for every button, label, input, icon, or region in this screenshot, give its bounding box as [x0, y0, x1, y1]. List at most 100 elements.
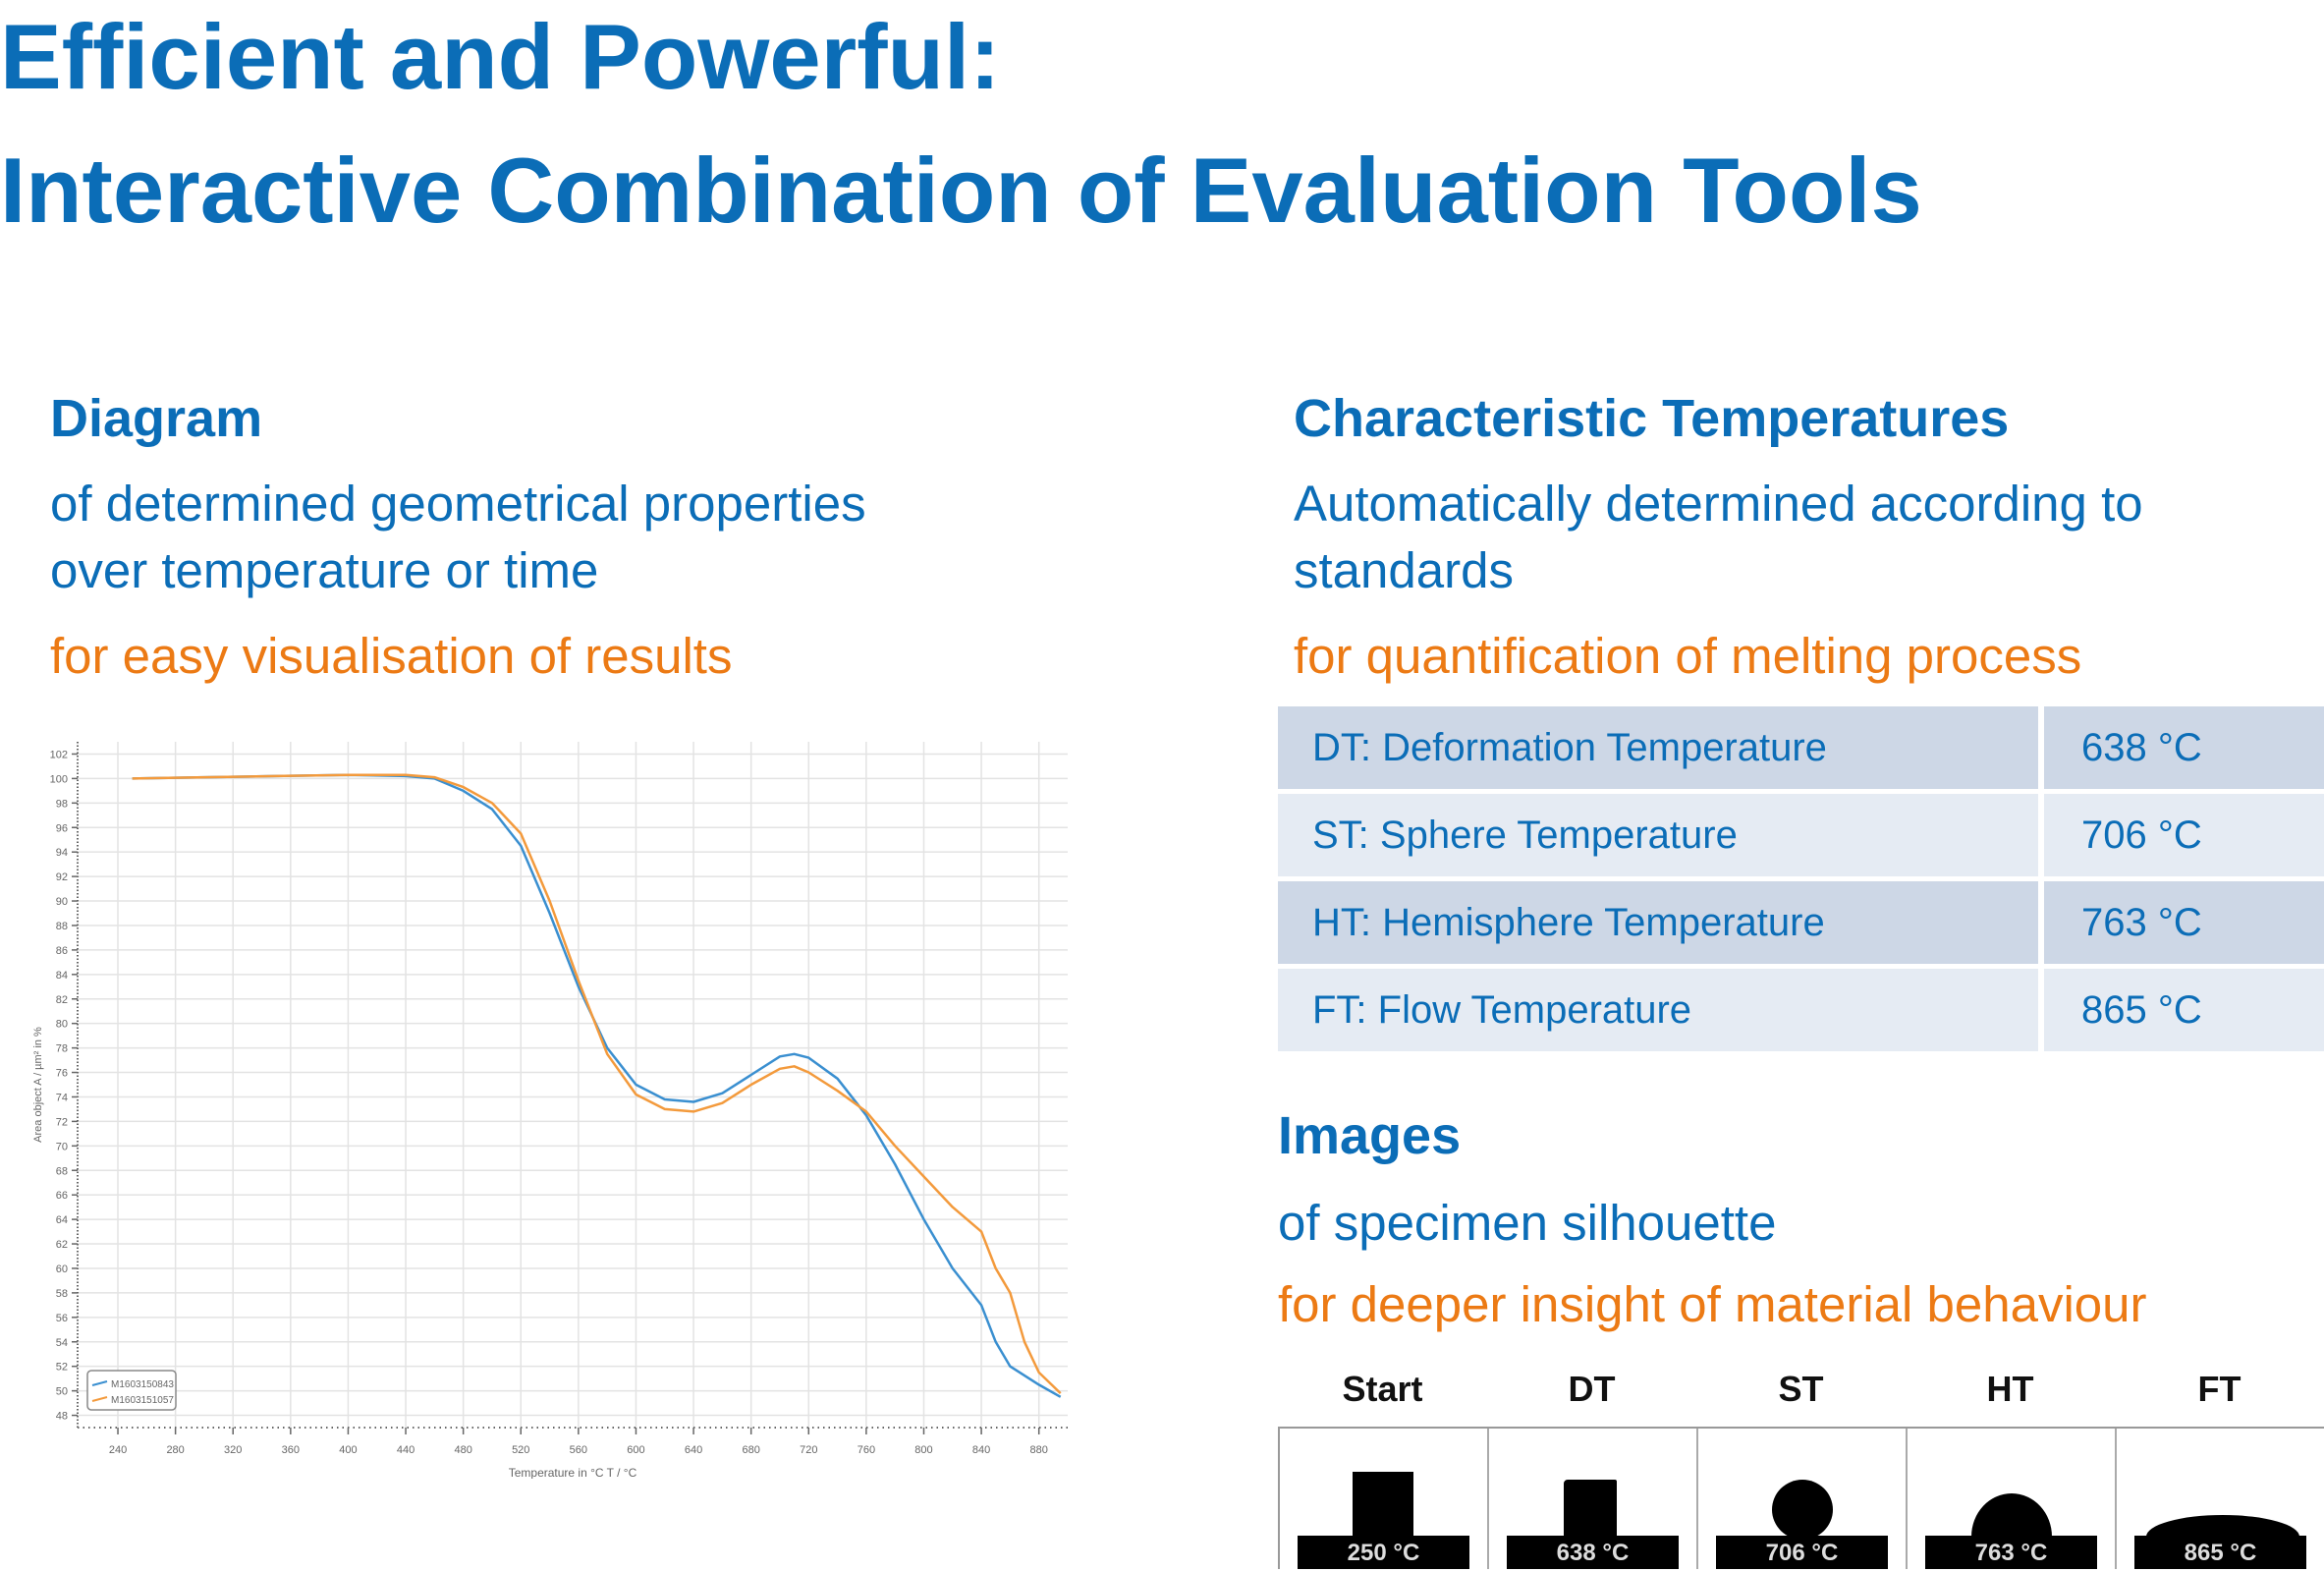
x-tick-label: 600 — [627, 1444, 644, 1456]
deformed-cylinder-shape — [1564, 1480, 1617, 1537]
y-tick-label: 52 — [56, 1362, 68, 1374]
diagram-desc-1: of determined geometrical properties — [50, 476, 866, 532]
row-value: 638 °C — [2044, 706, 2324, 789]
legend-label: M1603151057 — [111, 1395, 174, 1406]
row-label: DT: Deformation Temperature — [1278, 706, 2044, 789]
x-tick-label: 800 — [914, 1444, 932, 1456]
y-tick-label: 68 — [56, 1165, 68, 1177]
image-label-ht: HT — [1986, 1369, 2034, 1409]
shrinkage-diagram: 102 100 98 96 94 92 90 88 86 84 82 80 78 76 74 72 70 68 66… — [32, 742, 1068, 1479]
y-tick-label: 88 — [56, 921, 68, 932]
x-tick-label: 880 — [1030, 1444, 1048, 1456]
silhouette-ft: 865 °C — [2117, 1429, 2324, 1569]
images-heading: Images — [1278, 1106, 1462, 1165]
x-tick-label: 640 — [685, 1444, 702, 1456]
legend-label: M1603150843 — [111, 1379, 174, 1390]
row-value: 763 °C — [2044, 881, 2324, 964]
hemisphere-shape — [1971, 1493, 2052, 1537]
char-temp-benefit: for quantification of melting process — [1294, 628, 2082, 684]
legend-swatch — [91, 1380, 108, 1386]
silhouette-dt: 638 °C — [1489, 1429, 1698, 1569]
y-tick-label: 84 — [56, 970, 68, 982]
y-tick-label: 74 — [56, 1092, 68, 1103]
y-tick-label: 94 — [56, 847, 68, 859]
y-tick-label: 58 — [56, 1288, 68, 1300]
y-tick-label: 60 — [56, 1263, 68, 1275]
y-tick-label: 98 — [56, 798, 68, 810]
char-temp-desc-1: Automatically determined according to — [1294, 476, 2143, 532]
silhouette-start: 250 °C — [1280, 1429, 1489, 1569]
y-tick-label: 62 — [56, 1239, 68, 1251]
silhouette-temp: 706 °C — [1716, 1536, 1888, 1569]
title-line-1: Efficient and Powerful: — [0, 5, 1001, 108]
y-tick-label: 92 — [56, 871, 68, 883]
image-label-st: ST — [1778, 1369, 1824, 1409]
row-value: 865 °C — [2044, 969, 2324, 1051]
char-temp-desc-2: standards — [1294, 542, 1514, 598]
diagram-desc-2: over temperature or time — [50, 542, 599, 598]
silhouette-temp: 250 °C — [1298, 1536, 1469, 1569]
y-axis-label: Area object A / µm² in % — [32, 1027, 44, 1143]
row-label: ST: Sphere Temperature — [1278, 794, 2044, 876]
x-tick-label: 560 — [570, 1444, 587, 1456]
y-tick-label: 96 — [56, 822, 68, 834]
legend-swatch — [91, 1396, 108, 1402]
y-tick-label: 56 — [56, 1313, 68, 1324]
y-tick-label: 78 — [56, 1043, 68, 1055]
diagram-benefit: for easy visualisation of results — [50, 628, 733, 684]
silhouette-ht: 763 °C — [1908, 1429, 2117, 1569]
y-tick-label: 70 — [56, 1141, 68, 1152]
silhouette-st: 706 °C — [1698, 1429, 1908, 1569]
x-tick-label: 760 — [858, 1444, 875, 1456]
y-tick-label: 80 — [56, 1019, 68, 1031]
table-row: ST: Sphere Temperature 706 °C — [1278, 794, 2324, 876]
y-tick-label: 100 — [50, 773, 68, 785]
page-title: Efficient and Powerful: Interactive Combi… — [0, 0, 1922, 257]
x-axis-label: Temperature in °C T / °C — [509, 1466, 637, 1479]
x-tick-label: 360 — [282, 1444, 300, 1456]
diagram-heading: Diagram — [50, 389, 263, 448]
row-label: HT: Hemisphere Temperature — [1278, 881, 2044, 964]
image-label-start: Start — [1342, 1369, 1423, 1409]
y-tick-label: 86 — [56, 945, 68, 957]
flat-shape — [2146, 1515, 2299, 1537]
char-temp-heading: Characteristic Temperatures — [1294, 389, 2010, 448]
title-line-2: Interactive Combination of Evaluation To… — [0, 139, 1922, 242]
y-tick-label: 76 — [56, 1068, 68, 1080]
images-benefit: for deeper insight of material behaviour — [1278, 1276, 2147, 1332]
x-tick-label: 280 — [166, 1444, 184, 1456]
x-tick-label: 320 — [224, 1444, 242, 1456]
y-tick-label: 48 — [56, 1411, 68, 1423]
x-tick-label: 680 — [742, 1444, 759, 1456]
silhouette-images: 250 °C 638 °C 706 °C 763 °C 865 °C — [1278, 1427, 2324, 1569]
y-tick-label: 102 — [50, 749, 68, 760]
legend-box — [86, 1370, 177, 1411]
y-tick-label: 54 — [56, 1337, 68, 1349]
y-tick-label: 90 — [56, 896, 68, 908]
image-label-dt: DT — [1568, 1369, 1616, 1409]
image-label-ft: FT — [2197, 1369, 2241, 1409]
images-desc: of specimen silhouette — [1278, 1195, 1777, 1251]
table-row: HT: Hemisphere Temperature 763 °C — [1278, 881, 2324, 964]
x-tick-label: 480 — [454, 1444, 471, 1456]
sphere-shape — [1772, 1480, 1833, 1540]
y-tick-label: 66 — [56, 1190, 68, 1202]
row-label: FT: Flow Temperature — [1278, 969, 2044, 1051]
row-value: 706 °C — [2044, 794, 2324, 876]
silhouette-temp: 865 °C — [2134, 1536, 2306, 1569]
series-line-2 — [132, 773, 1062, 1395]
y-tick-label: 82 — [56, 994, 68, 1006]
x-tick-label: 440 — [397, 1444, 415, 1456]
series-line-1 — [132, 773, 1062, 1398]
table-row: DT: Deformation Temperature 638 °C — [1278, 706, 2324, 789]
characteristic-temperatures-table: DT: Deformation Temperature 638 °C ST: Sp… — [1278, 702, 2324, 1056]
cylinder-shape — [1353, 1472, 1413, 1537]
table-row: FT: Flow Temperature 865 °C — [1278, 969, 2324, 1051]
y-tick-label: 50 — [56, 1386, 68, 1398]
x-tick-label: 520 — [512, 1444, 529, 1456]
x-tick-label: 240 — [109, 1444, 127, 1456]
silhouette-temp: 763 °C — [1925, 1536, 2097, 1569]
x-tick-label: 400 — [339, 1444, 357, 1456]
y-tick-label: 64 — [56, 1214, 68, 1226]
x-tick-label: 840 — [972, 1444, 990, 1456]
